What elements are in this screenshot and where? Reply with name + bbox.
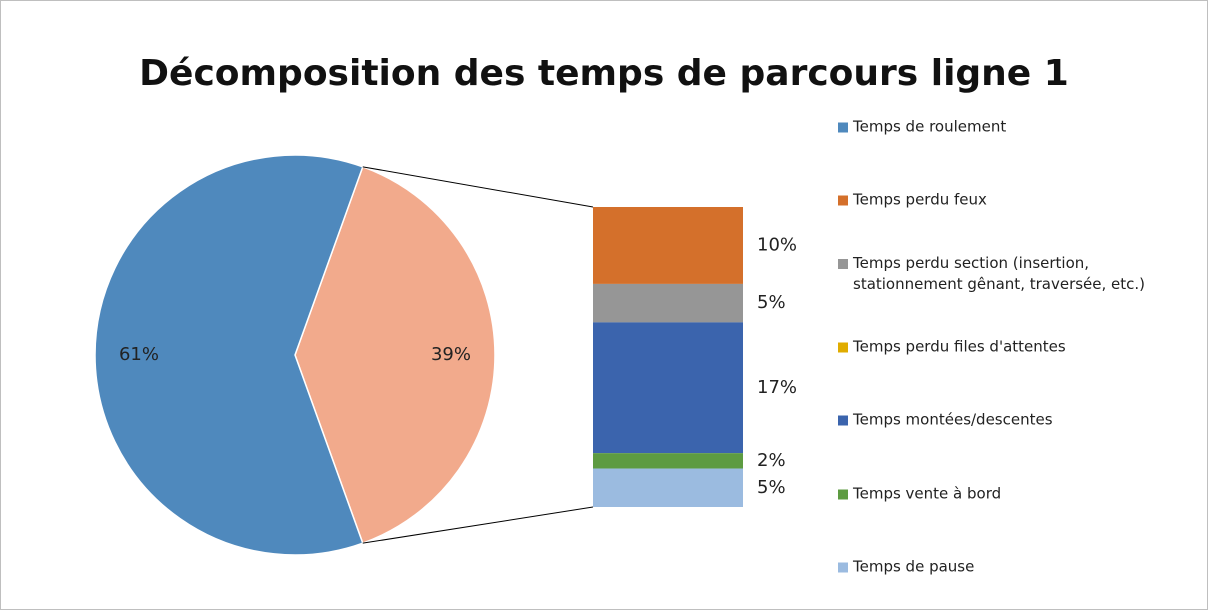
- bar-label: 5%: [757, 477, 786, 498]
- bar-label: 10%: [757, 234, 797, 255]
- legend-label: Temps perdu feux: [853, 190, 987, 209]
- pie-slice: [94, 154, 364, 556]
- bar-label: 5%: [757, 292, 786, 313]
- connector: [362, 506, 594, 544]
- legend-swatch: [838, 122, 848, 133]
- legend-swatch: [838, 195, 848, 206]
- legend-swatch: [838, 562, 848, 573]
- pie-label: 61%: [119, 344, 159, 365]
- legend-swatch: [838, 415, 848, 426]
- legend-label: Temps perdu files d'attentes: [853, 337, 1066, 356]
- bar-label: 2%: [757, 450, 786, 471]
- legend-item: Temps perdu files d'attentes: [838, 336, 1198, 357]
- legend-label: Temps vente à bord: [853, 484, 1002, 502]
- legend-item: Temps perdu feux: [838, 190, 1198, 211]
- legend-item: Temps de roulement: [838, 117, 1198, 138]
- legend-label: Temps de pause: [853, 557, 975, 576]
- pie-label: 39%: [431, 344, 471, 365]
- pie-slice: [294, 165, 496, 545]
- chart-title: Décomposition des temps de parcours lign…: [139, 53, 1069, 94]
- bar-segment: [593, 453, 743, 469]
- legend-label: Temps de roulement: [853, 117, 1007, 136]
- bar-label: 17%: [757, 377, 797, 398]
- bar-segment: [593, 468, 743, 507]
- bar-segment: [593, 322, 743, 454]
- legend-swatch: [838, 342, 848, 353]
- bar-segment: [593, 283, 743, 323]
- bar-segment: [593, 207, 743, 284]
- legend-swatch: [838, 258, 848, 269]
- legend-item: Temps perdu section (insertion, stationn…: [838, 253, 1198, 295]
- legend-label: Temps perdu section (insertion, stationn…: [853, 253, 1146, 293]
- legend-item: Temps de pause: [838, 556, 1198, 577]
- legend-item: Temps vente à bord: [838, 483, 1198, 504]
- legend-swatch: [838, 489, 848, 499]
- legend-label: Temps montées/descentes: [853, 410, 1053, 429]
- legend-item: Temps montées/descentes: [838, 410, 1198, 431]
- connector: [362, 166, 594, 208]
